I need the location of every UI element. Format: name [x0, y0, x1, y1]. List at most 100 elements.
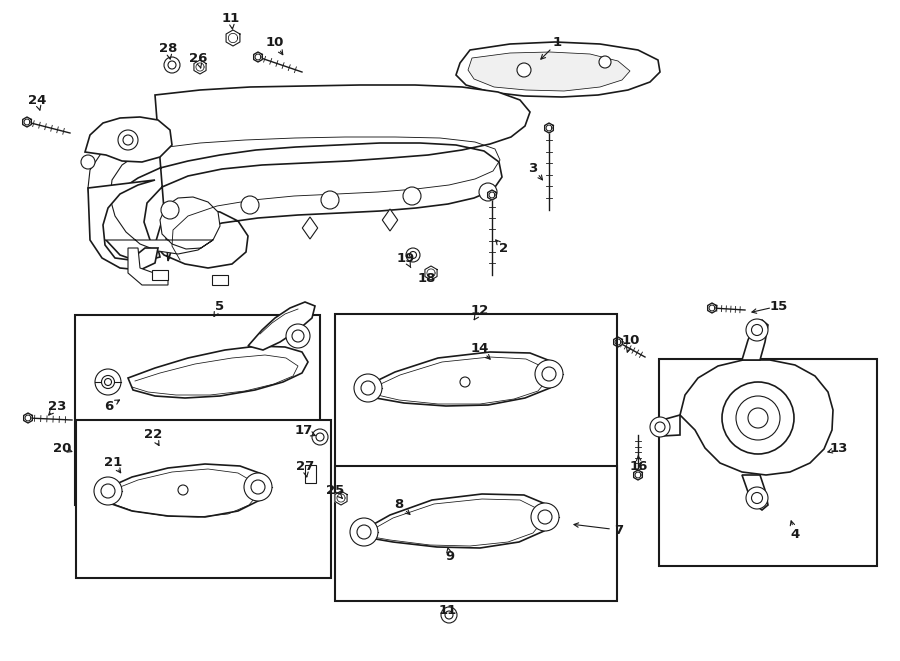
Text: 10: 10: [266, 36, 284, 50]
Text: 14: 14: [471, 342, 490, 356]
Polygon shape: [22, 117, 32, 127]
Polygon shape: [634, 470, 643, 480]
Polygon shape: [707, 303, 716, 313]
Circle shape: [241, 196, 259, 214]
Text: 6: 6: [104, 399, 113, 412]
Circle shape: [321, 191, 339, 209]
Text: 1: 1: [553, 36, 562, 50]
Circle shape: [102, 375, 114, 389]
Text: 24: 24: [28, 93, 46, 106]
Polygon shape: [544, 123, 554, 133]
Circle shape: [118, 130, 138, 150]
Polygon shape: [128, 346, 308, 398]
Polygon shape: [248, 302, 315, 350]
Polygon shape: [335, 491, 347, 505]
Circle shape: [81, 155, 95, 169]
Circle shape: [161, 201, 179, 219]
Text: 11: 11: [439, 603, 457, 617]
Circle shape: [350, 518, 378, 546]
Bar: [75, 315, 320, 505]
Bar: [335, 466, 617, 601]
Text: 3: 3: [528, 161, 537, 175]
Polygon shape: [102, 85, 530, 268]
Bar: [212, 275, 228, 285]
Bar: [76, 420, 331, 578]
Circle shape: [292, 330, 304, 342]
Polygon shape: [85, 117, 172, 162]
Polygon shape: [88, 180, 158, 270]
Polygon shape: [655, 415, 680, 436]
Text: 27: 27: [296, 461, 314, 473]
Text: 8: 8: [394, 498, 403, 512]
Circle shape: [361, 381, 375, 395]
Circle shape: [357, 525, 371, 539]
Polygon shape: [614, 337, 622, 347]
Text: 26: 26: [189, 52, 207, 65]
Polygon shape: [103, 464, 268, 517]
Text: 4: 4: [790, 527, 799, 541]
Text: 13: 13: [830, 442, 848, 455]
Polygon shape: [488, 190, 496, 200]
Circle shape: [752, 325, 762, 336]
Circle shape: [736, 396, 780, 440]
Polygon shape: [468, 52, 630, 91]
Text: 25: 25: [326, 485, 344, 498]
Circle shape: [752, 492, 762, 504]
Polygon shape: [425, 266, 437, 280]
Text: 19: 19: [397, 253, 415, 266]
Circle shape: [244, 473, 272, 501]
Text: 15: 15: [770, 299, 788, 313]
Circle shape: [542, 367, 556, 381]
Circle shape: [517, 63, 531, 77]
Text: 22: 22: [144, 428, 162, 442]
Polygon shape: [128, 248, 168, 285]
Text: 20: 20: [53, 442, 71, 455]
Circle shape: [123, 135, 133, 145]
Polygon shape: [742, 475, 768, 510]
Circle shape: [251, 480, 265, 494]
Bar: [305, 465, 316, 483]
Circle shape: [746, 487, 768, 509]
Circle shape: [354, 374, 382, 402]
Circle shape: [746, 319, 768, 341]
Circle shape: [94, 477, 122, 505]
Circle shape: [101, 484, 115, 498]
Circle shape: [104, 379, 112, 385]
Circle shape: [168, 61, 176, 69]
Circle shape: [406, 248, 420, 262]
Circle shape: [748, 408, 768, 428]
Polygon shape: [456, 42, 660, 97]
Polygon shape: [742, 320, 768, 360]
Polygon shape: [88, 135, 220, 254]
Polygon shape: [254, 52, 262, 62]
Text: 5: 5: [215, 299, 225, 313]
Circle shape: [460, 377, 470, 387]
Bar: [152, 270, 168, 280]
Bar: [659, 359, 877, 566]
Polygon shape: [358, 494, 553, 548]
Circle shape: [531, 503, 559, 531]
Circle shape: [178, 485, 188, 495]
Text: 12: 12: [471, 305, 489, 317]
Bar: [335, 314, 617, 492]
Circle shape: [445, 611, 453, 619]
Polygon shape: [680, 360, 833, 475]
Circle shape: [316, 433, 324, 441]
Circle shape: [538, 510, 552, 524]
Circle shape: [722, 382, 794, 454]
Circle shape: [650, 417, 670, 437]
Circle shape: [535, 360, 563, 388]
Circle shape: [599, 56, 611, 68]
Polygon shape: [194, 60, 206, 74]
Circle shape: [312, 429, 328, 445]
Polygon shape: [226, 30, 240, 46]
Circle shape: [95, 369, 121, 395]
Text: 16: 16: [630, 459, 648, 473]
Polygon shape: [382, 209, 398, 231]
Text: 17: 17: [295, 424, 313, 438]
Polygon shape: [362, 352, 558, 406]
Polygon shape: [302, 217, 318, 239]
Text: 2: 2: [500, 243, 508, 256]
Text: 21: 21: [104, 455, 122, 469]
Circle shape: [655, 422, 665, 432]
